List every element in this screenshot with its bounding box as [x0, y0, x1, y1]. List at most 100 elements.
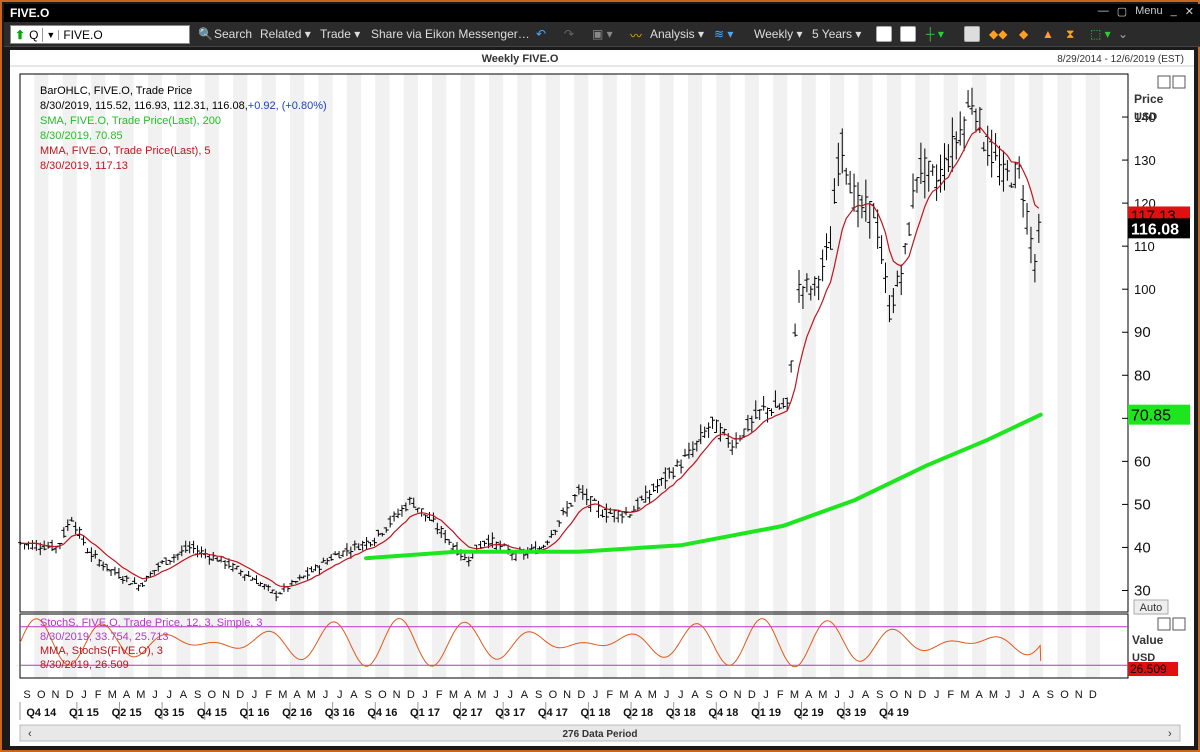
month-band — [716, 74, 731, 678]
month-band — [119, 74, 134, 678]
trade-button[interactable]: Trade ▾ — [320, 27, 361, 41]
month-band — [403, 74, 418, 678]
analysis-button[interactable]: Analysis ▾ — [650, 27, 705, 41]
quarter-label: Q2 16 — [282, 707, 312, 719]
month-label: J — [678, 689, 684, 701]
month-label: N — [734, 689, 742, 701]
analysis-icon[interactable]: 〰 — [630, 29, 643, 43]
layout-icon[interactable] — [964, 26, 980, 42]
stoch-panel-maximize-icon[interactable] — [1157, 617, 1171, 631]
camera-icon[interactable]: ▣ ▾ — [592, 27, 613, 41]
scroll-right-icon[interactable]: › — [1168, 728, 1172, 740]
month-label: O — [208, 689, 217, 701]
share-button[interactable]: Share via Eikon Messenger… — [371, 27, 530, 41]
price-tick-label: 140 — [1134, 110, 1156, 125]
month-label: O — [37, 689, 46, 701]
minimize-window-icon[interactable]: _ — [1170, 5, 1177, 17]
month-label: J — [81, 689, 87, 701]
range-button[interactable]: 5 Years ▾ — [812, 27, 862, 41]
month-label: F — [265, 689, 272, 701]
month-band — [432, 74, 447, 678]
price-tick-label: 90 — [1134, 324, 1151, 341]
arrow-up-icon: ⬆ — [15, 27, 26, 42]
month-label: M — [989, 689, 998, 701]
compare-chart-icon[interactable] — [900, 26, 916, 42]
wave-icon[interactable]: ≋ ▾ — [714, 27, 734, 41]
select-icon[interactable]: ⬚ ▾ — [1090, 27, 1111, 41]
quarter-label: Q1 19 — [751, 707, 781, 719]
scroll-up-down-icon[interactable]: ◆ — [1019, 27, 1029, 41]
month-label: A — [464, 689, 472, 701]
month-label: A — [123, 689, 131, 701]
quarter-label: Q4 15 — [197, 707, 227, 719]
month-label: D — [577, 689, 585, 701]
price-tick-label: 130 — [1134, 153, 1156, 168]
stoch-panel-close-icon[interactable] — [1172, 617, 1186, 631]
zoom-in-icon[interactable]: ▲ — [1042, 27, 1054, 41]
ric-input[interactable]: ⬆ Q ▼ FIVE.O — [10, 25, 190, 44]
month-label: N — [904, 689, 912, 701]
month-label: A — [862, 689, 870, 701]
close-icon[interactable]: ✕ — [1184, 6, 1194, 18]
line-chart-icon[interactable] — [876, 26, 892, 42]
last-badge-text: 116.08 — [1131, 221, 1179, 238]
search-button[interactable]: Search — [214, 27, 253, 41]
price-panel — [19, 73, 1129, 613]
quarter-label: Q1 17 — [410, 707, 440, 719]
scroll-left-right-icon[interactable]: ◆◆ — [989, 27, 1008, 41]
interval-button[interactable]: Weekly ▾ — [754, 27, 803, 41]
panel-maximize-icon[interactable] — [1157, 75, 1171, 89]
crosshair-icon[interactable]: ┼ ▾ — [926, 27, 944, 41]
related-button[interactable]: Related ▾ — [260, 27, 311, 41]
restore-icon[interactable]: ▢ — [1116, 6, 1128, 18]
quarter-label: Q3 19 — [836, 707, 866, 719]
scroll-left-icon[interactable]: ‹ — [28, 728, 32, 740]
month-band — [830, 74, 845, 678]
month-label: J — [508, 689, 514, 701]
month-label: J — [849, 689, 855, 701]
chart-canvas[interactable]: Weekly FIVE.O 8/29/2014 - 12/6/2019 (EST… — [10, 50, 1194, 746]
month-label: M — [818, 689, 827, 701]
chart-area[interactable]: Weekly FIVE.O 8/29/2014 - 12/6/2019 (EST… — [10, 50, 1194, 746]
month-band — [460, 74, 475, 678]
month-label: F — [95, 689, 102, 701]
month-label: M — [136, 689, 145, 701]
minimize-icon[interactable]: — — [1097, 5, 1109, 17]
month-label: N — [563, 689, 571, 701]
month-band — [545, 74, 560, 678]
auto-scale-button[interactable] — [1133, 599, 1169, 615]
zoom-out-icon[interactable]: ⧗ — [1066, 27, 1075, 41]
data-period-label: 276 Data Period — [562, 729, 637, 740]
horizontal-scrollbar[interactable] — [19, 724, 1181, 742]
month-band — [204, 74, 219, 678]
sma-badge-bg — [1128, 404, 1190, 425]
month-label: J — [763, 689, 769, 701]
quarter-axis: Q4 14 Q1 15 Q2 15 Q3 15 Q4 15 Q1 16 Q2 16 Q3 16… — [19, 702, 909, 720]
more-icon[interactable]: ⌄ — [1118, 27, 1129, 41]
undo-icon[interactable]: ↶ — [536, 27, 547, 41]
ric-value: FIVE.O — [63, 27, 103, 42]
month-band — [91, 74, 106, 678]
menu-button[interactable]: Menu — [1135, 5, 1163, 17]
legend-line-3: SMA, FIVE.O, Trade Price(Last), 200 — [40, 115, 221, 127]
auto-scale-label: Auto — [1140, 602, 1163, 614]
panel-close-icon[interactable] — [1172, 75, 1186, 89]
month-band — [773, 74, 788, 678]
quarter-label: Q2 17 — [453, 707, 483, 719]
price-tick-label: 50 — [1134, 496, 1151, 513]
month-label: O — [549, 689, 558, 701]
month-label: J — [337, 689, 343, 701]
stoch-panel — [19, 613, 1129, 679]
redo-icon[interactable]: ↷ — [564, 27, 575, 41]
stoch-badge-bg — [1128, 662, 1178, 676]
chevron-down-icon[interactable]: ▼ — [43, 29, 60, 40]
quarter-label: Q3 16 — [325, 707, 355, 719]
month-band — [1057, 74, 1072, 678]
search-icon[interactable]: 🔍 — [198, 27, 213, 41]
month-band — [858, 74, 873, 678]
month-label: S — [876, 689, 883, 701]
price-tick-label: 110 — [1134, 239, 1155, 254]
month-label: J — [252, 689, 258, 701]
month-label: D — [1089, 689, 1097, 701]
